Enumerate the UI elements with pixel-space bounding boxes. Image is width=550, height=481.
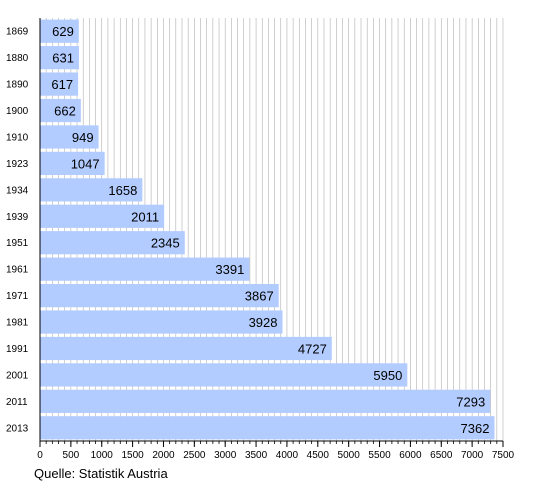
category-label: 1981 bbox=[6, 318, 29, 329]
bar-value-label: 631 bbox=[52, 51, 74, 66]
bar bbox=[40, 178, 143, 202]
bar bbox=[40, 98, 81, 123]
axes: 1869 1880 1890 1900 1910 1923 1934 1939 1951 1961… bbox=[6, 18, 515, 461]
category-label: 1900 bbox=[6, 106, 29, 117]
bar bbox=[40, 363, 408, 387]
x-tick-label: 7000 bbox=[461, 450, 484, 461]
bar-value-label: 1047 bbox=[71, 156, 100, 171]
bar bbox=[40, 19, 79, 43]
bar-value-label: 2011 bbox=[131, 209, 159, 224]
x-tick-label: 4500 bbox=[307, 450, 330, 461]
x-tick-label: 1000 bbox=[91, 450, 114, 461]
category-label: 1923 bbox=[6, 159, 29, 170]
bar-value-label: 949 bbox=[72, 130, 94, 145]
bar-value-label: 617 bbox=[51, 77, 73, 92]
category-label: 1971 bbox=[6, 291, 29, 302]
category-label: 2011 bbox=[6, 397, 28, 408]
bar-value-label: 4727 bbox=[298, 341, 327, 356]
category-label: 1880 bbox=[6, 53, 29, 64]
bar-value-label: 1658 bbox=[108, 183, 137, 198]
bar-value-label: 7293 bbox=[456, 394, 485, 409]
bar bbox=[40, 151, 105, 176]
x-tick-label: 7500 bbox=[492, 450, 515, 461]
x-tick-label: 6000 bbox=[399, 450, 422, 461]
bar-value-label: 7362 bbox=[461, 421, 490, 436]
bar bbox=[40, 389, 491, 413]
bar-value-label: 5950 bbox=[373, 368, 402, 383]
category-label: 1910 bbox=[6, 132, 29, 143]
bar bbox=[40, 231, 185, 255]
x-tick-label: 2500 bbox=[183, 450, 206, 461]
x-tick-label: 1500 bbox=[121, 450, 144, 461]
category-label: 1961 bbox=[6, 265, 29, 276]
bar bbox=[40, 257, 250, 281]
bar-value-label: 2345 bbox=[151, 236, 180, 251]
category-label: 2013 bbox=[6, 423, 29, 434]
bar-value-label: 3867 bbox=[245, 289, 274, 304]
x-tick-label: 500 bbox=[63, 450, 80, 461]
source-note: Quelle: Statistik Austria bbox=[34, 466, 168, 481]
x-tick-label: 6500 bbox=[430, 450, 453, 461]
x-tick-label: 5000 bbox=[338, 450, 361, 461]
category-label: 1939 bbox=[6, 212, 29, 223]
bar bbox=[40, 416, 495, 440]
bar bbox=[40, 283, 279, 308]
category-label: 2001 bbox=[6, 370, 29, 381]
bar bbox=[40, 204, 165, 228]
category-label: 1934 bbox=[6, 185, 29, 196]
category-label: 1869 bbox=[6, 27, 29, 38]
bar bbox=[40, 46, 79, 70]
x-tick-label: 3000 bbox=[214, 450, 237, 461]
x-tick-label: 3500 bbox=[245, 450, 268, 461]
category-label: 1890 bbox=[6, 80, 29, 91]
x-tick-label: 5500 bbox=[368, 450, 391, 461]
bar bbox=[40, 72, 79, 96]
bar bbox=[40, 310, 283, 334]
bar-value-label: 3391 bbox=[215, 262, 244, 277]
category-label: 1991 bbox=[6, 344, 29, 355]
bar bbox=[40, 336, 332, 361]
x-tick-label: 4000 bbox=[276, 450, 299, 461]
category-label: 1951 bbox=[6, 238, 29, 249]
x-tick-label: 2000 bbox=[152, 450, 175, 461]
bar bbox=[40, 125, 99, 149]
x-tick-label: 0 bbox=[37, 450, 43, 461]
bar-value-label: 629 bbox=[52, 24, 74, 39]
bar-value-label: 662 bbox=[54, 104, 76, 119]
bar-value-label: 3928 bbox=[249, 315, 278, 330]
